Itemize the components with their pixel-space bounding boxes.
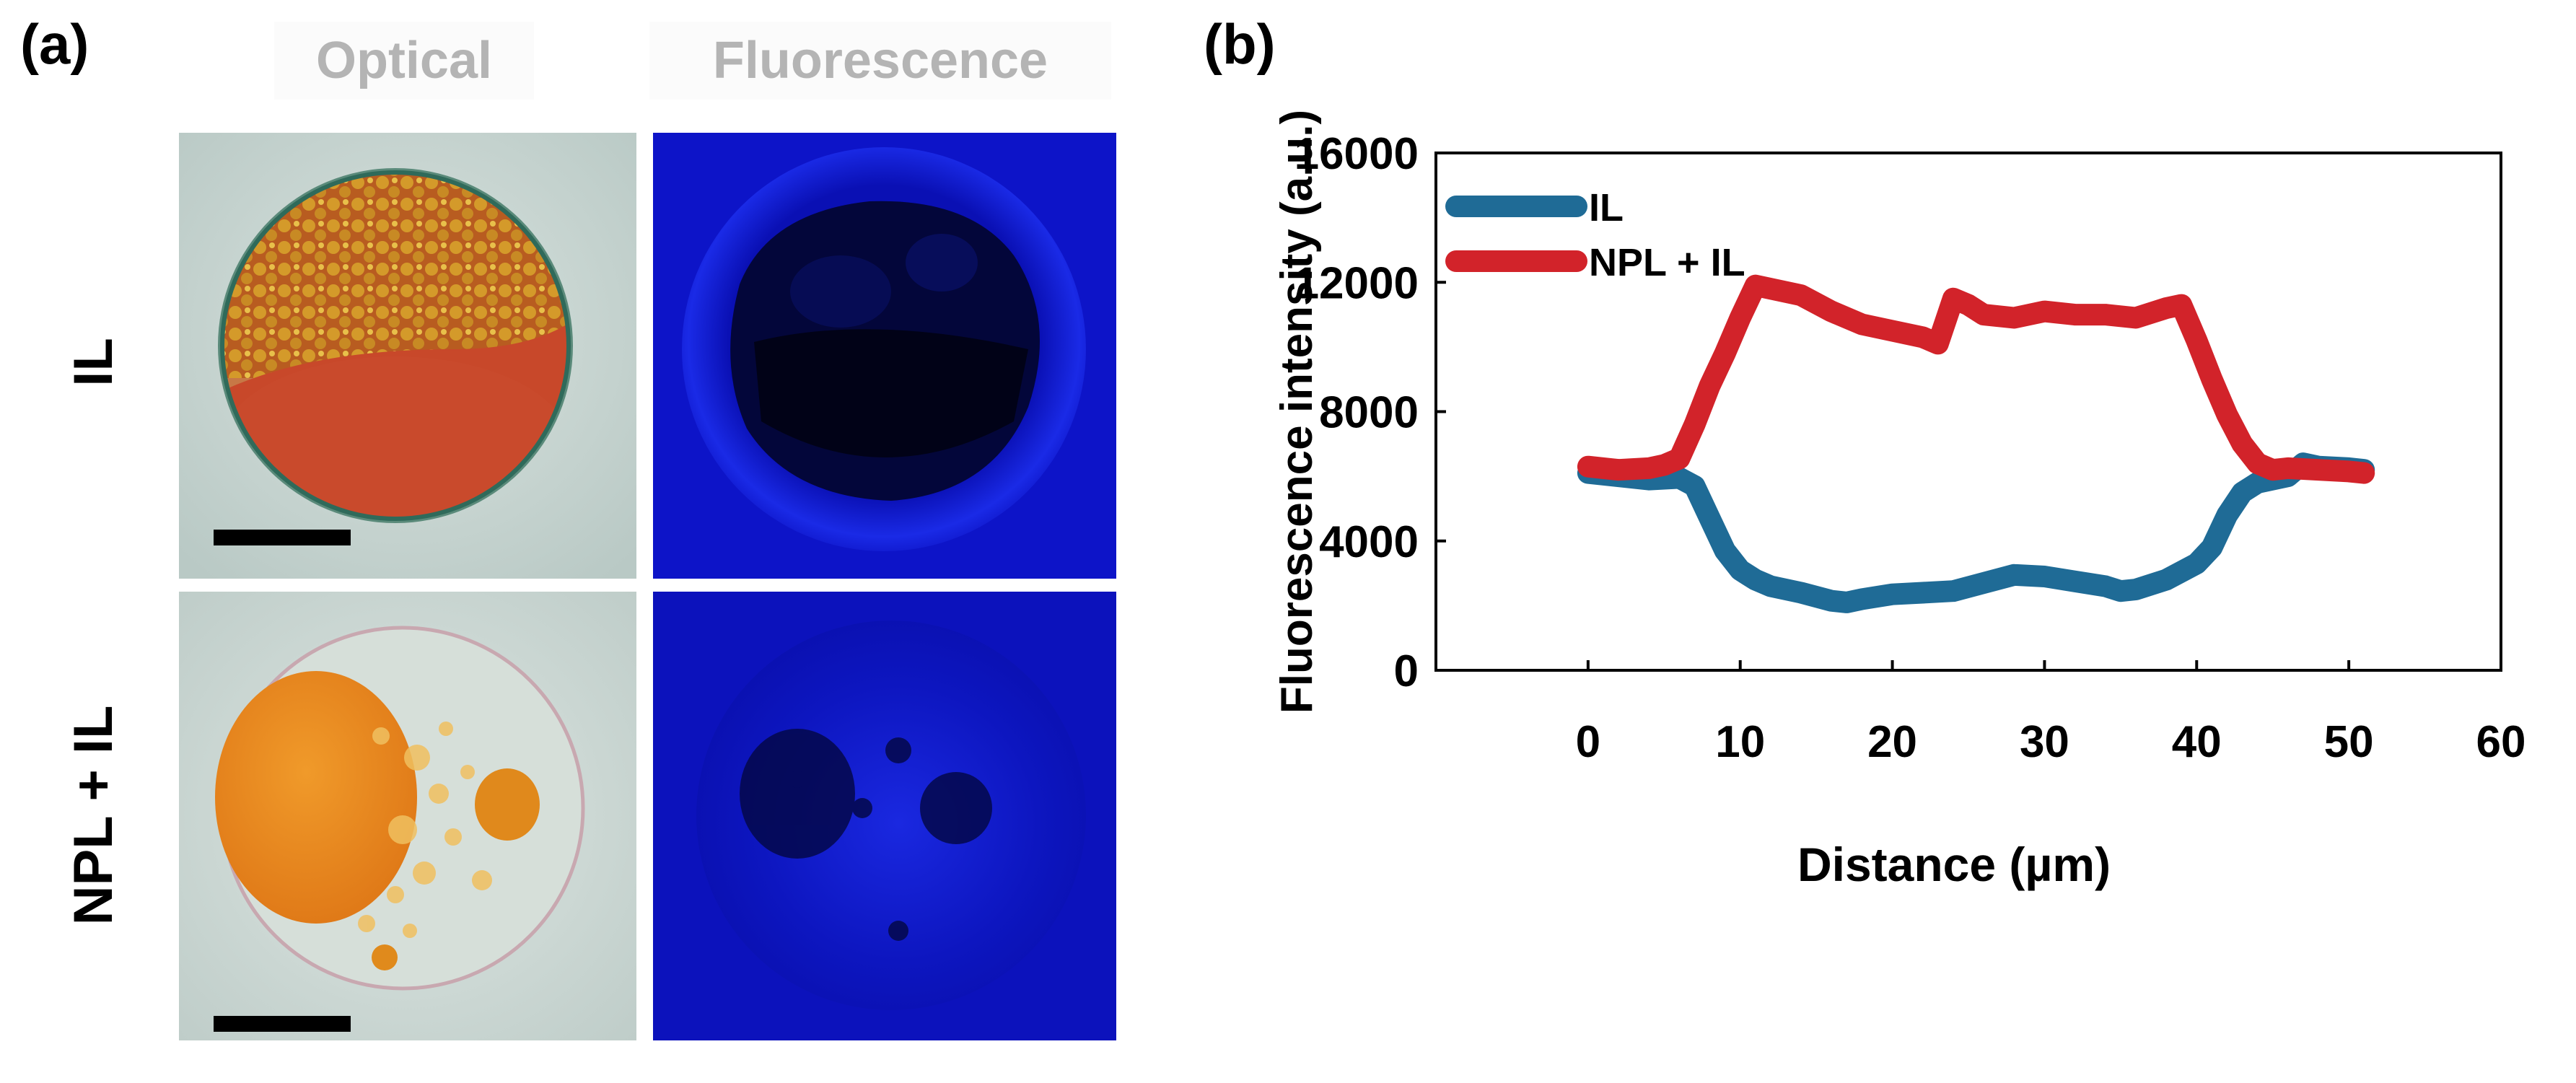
- legend-label-il: IL: [1589, 186, 1624, 229]
- series-line-npl-il: [1577, 274, 2375, 484]
- y-axis-label: Fluorescence intensity (a.u.): [1272, 110, 1322, 714]
- scale-bar-il: [214, 530, 351, 545]
- x-tick-label: 50: [2324, 717, 2374, 767]
- x-tick-label: 30: [2020, 717, 2069, 767]
- legend-label-npl-il: NPL + IL: [1589, 241, 1745, 284]
- y-tick-label: 4000: [1319, 517, 1419, 567]
- optical-image-npl-il: [179, 592, 636, 1040]
- row-label-il: IL: [63, 338, 124, 387]
- column-header-optical: Optical: [274, 22, 534, 100]
- fluorescence-image-npl-il: [653, 592, 1116, 1040]
- y-tick-label: 16000: [1294, 129, 1419, 179]
- x-tick-label: 60: [2476, 717, 2526, 767]
- x-tick-label: 40: [2172, 717, 2222, 767]
- panel-a-label: (a): [20, 12, 89, 76]
- panel-b-label: (b): [1204, 12, 1276, 76]
- series-line-il: [1577, 452, 2375, 613]
- column-header-fluorescence: Fluorescence: [649, 22, 1111, 100]
- optical-image-il: [179, 133, 636, 579]
- x-tick-label: 10: [1715, 717, 1765, 767]
- y-tick-label: 8000: [1319, 388, 1419, 438]
- line-chart: 0 4000 8000 12000 16000 0 10 20 30 40 50 60 Distance…: [1227, 72, 2569, 1075]
- scale-bar-npl-il: [214, 1016, 351, 1032]
- y-tick-label: 12000: [1294, 258, 1419, 308]
- y-tick-label: 0: [1394, 646, 1419, 696]
- x-tick-label: 20: [1867, 717, 1917, 767]
- fluorescence-image-il: [653, 133, 1116, 579]
- x-axis-label: Distance (µm): [1797, 838, 2111, 891]
- row-label-npl-il: NPL + IL: [63, 705, 124, 926]
- x-tick-label: 0: [1576, 717, 1600, 767]
